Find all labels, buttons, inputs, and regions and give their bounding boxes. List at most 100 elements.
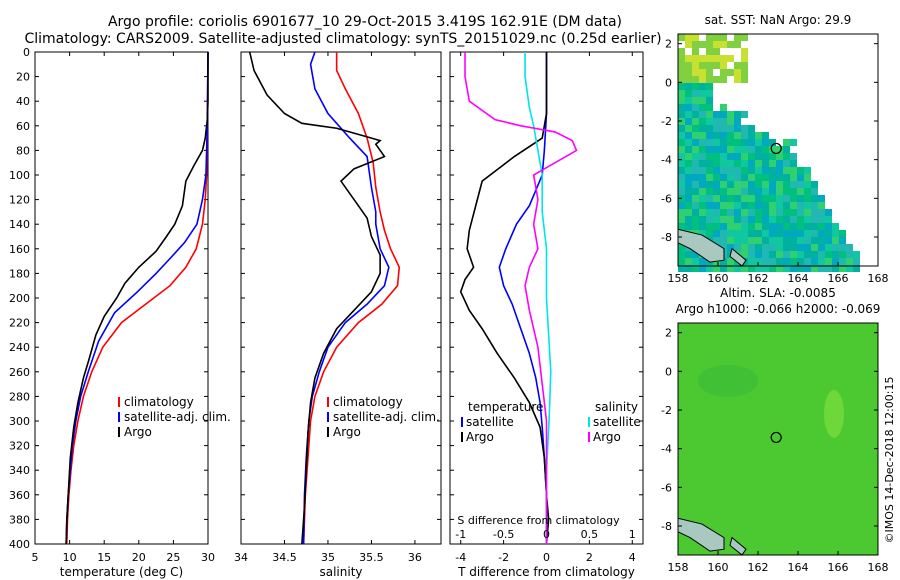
- sst-cell: [811, 251, 818, 258]
- sst-cell: [699, 76, 706, 83]
- sst-cell: [776, 146, 783, 153]
- sst-cell: [699, 111, 706, 118]
- sst-cell: [811, 265, 818, 272]
- sst-cell: [727, 209, 734, 216]
- y-tick-label: -8: [661, 520, 672, 533]
- sst-cell: [678, 209, 685, 216]
- sst-cell: [769, 258, 776, 265]
- sst-cell: [783, 146, 790, 153]
- sst-cell: [734, 34, 741, 41]
- sst-cell: [692, 111, 699, 118]
- sst-cell: [748, 258, 755, 265]
- sst-cell: [790, 153, 797, 160]
- sst-cell: [748, 153, 755, 160]
- sst-cell: [734, 223, 741, 230]
- sst-cell: [839, 258, 846, 265]
- sst-cell: [699, 118, 706, 125]
- sst-cell: [692, 216, 699, 223]
- x-tick-label: 34: [234, 551, 248, 564]
- sst-cell: [818, 230, 825, 237]
- sst-cell: [839, 237, 846, 244]
- sst-cell: [804, 202, 811, 209]
- sst-cell: [741, 48, 748, 55]
- y-tick-label: 260: [9, 366, 30, 379]
- sst-cell: [748, 216, 755, 223]
- sst-cell: [755, 202, 762, 209]
- sst-cell: [776, 153, 783, 160]
- sst-cell: [685, 146, 692, 153]
- sst-cell: [692, 83, 699, 90]
- sst-cell: [727, 174, 734, 181]
- map-subtitle: Argo h1000: -0.066 h2000: -0.069: [676, 302, 881, 316]
- sst-cell: [804, 167, 811, 174]
- sst-cell: [797, 258, 804, 265]
- sst-cell: [706, 230, 713, 237]
- sst-cell: [776, 258, 783, 265]
- sst-cell: [706, 69, 713, 76]
- sst-cell: [776, 167, 783, 174]
- sst-cell: [741, 181, 748, 188]
- sst-cell: [769, 146, 776, 153]
- sst-cell: [727, 265, 734, 272]
- plot-frame: [240, 51, 442, 545]
- sst-cell: [797, 167, 804, 174]
- series-line-argo: [248, 51, 386, 545]
- x-tick-label: 30: [201, 551, 215, 564]
- sst-cell: [706, 160, 713, 167]
- sst-cell: [713, 237, 720, 244]
- sst-cell: [825, 223, 832, 230]
- sst-cell: [706, 202, 713, 209]
- sst-cell: [713, 174, 720, 181]
- y-tick-label: 0: [665, 365, 672, 378]
- sst-cell: [706, 223, 713, 230]
- sst-cell: [706, 34, 713, 41]
- sst-cell: [811, 188, 818, 195]
- sst-cell: [755, 174, 762, 181]
- sst-cell: [713, 55, 720, 62]
- sst-cell: [776, 244, 783, 251]
- sst-cell: [727, 167, 734, 174]
- sst-cell: [685, 216, 692, 223]
- sst-cell: [804, 251, 811, 258]
- sst-cell: [706, 76, 713, 83]
- sst-cell: [783, 160, 790, 167]
- sla-map: 158 160 162 164 166 168 -8 -6 -4 -2 0 2 Altim. SLA: …: [661, 286, 888, 574]
- sst-cell: [699, 83, 706, 90]
- x-axis-label: T difference from climatology: [457, 565, 635, 579]
- sst-cell: [762, 195, 769, 202]
- sst-cell: [699, 216, 706, 223]
- y-tick-label: 0: [665, 76, 672, 89]
- sst-cell: [734, 76, 741, 83]
- sst-cell: [783, 209, 790, 216]
- sst-cell: [692, 265, 699, 272]
- sst-cell: [783, 223, 790, 230]
- series-line-argo: [65, 52, 209, 545]
- sst-cell: [790, 202, 797, 209]
- sst-cell: [678, 153, 685, 160]
- series-line-t-satellite: [498, 52, 548, 544]
- sst-cell: [741, 216, 748, 223]
- sst-cell: [734, 167, 741, 174]
- sst-cell: [734, 146, 741, 153]
- sst-cell: [741, 76, 748, 83]
- sst-cell: [699, 188, 706, 195]
- sst-cell: [727, 69, 734, 76]
- sst-cell: [685, 251, 692, 258]
- sst-cell: [720, 111, 727, 118]
- sst-cell: [678, 265, 685, 272]
- sst-cell: [776, 181, 783, 188]
- sst-cell: [734, 139, 741, 146]
- sst-cell: [734, 62, 741, 69]
- sst-cell: [699, 181, 706, 188]
- sst-cell: [706, 181, 713, 188]
- sst-cell: [748, 223, 755, 230]
- sst-cell: [769, 202, 776, 209]
- sst-cell: [685, 153, 692, 160]
- y-tick-label: 2: [665, 327, 672, 340]
- sst-cell: [783, 153, 790, 160]
- y-tick-label: -8: [661, 231, 672, 244]
- series-line-s-argo: [464, 52, 578, 544]
- sst-cell: [769, 160, 776, 167]
- sst-cell: [692, 209, 699, 216]
- sst-cell: [755, 132, 762, 139]
